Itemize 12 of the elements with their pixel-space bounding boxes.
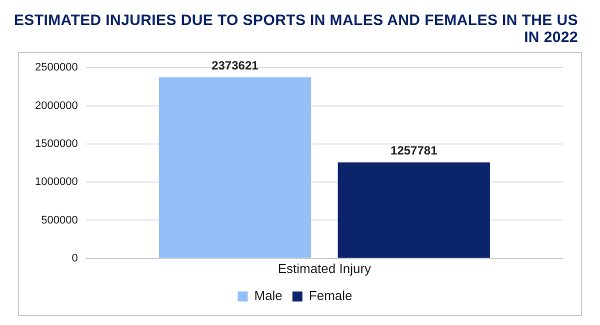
y-tick-label: 1000000 <box>34 176 78 188</box>
y-tick-label: 2000000 <box>34 100 78 112</box>
legend-label: Male <box>254 288 282 304</box>
data-label: 2373621 <box>212 58 259 73</box>
chart-title: ESTIMATED INJURIES DUE TO SPORTS IN MALES AND FEMALES IN THE US IN 2022 <box>12 11 579 48</box>
x-tick-label: Estimated Injury <box>278 260 372 276</box>
y-tick-label: 1500000 <box>34 138 78 150</box>
y-tick-label: 500000 <box>41 214 78 226</box>
y-tick-label: 2500000 <box>34 62 78 74</box>
data-label: 1257781 <box>390 144 438 158</box>
y-tick-label: 0 <box>72 252 78 264</box>
legend-label: Female <box>308 288 352 304</box>
